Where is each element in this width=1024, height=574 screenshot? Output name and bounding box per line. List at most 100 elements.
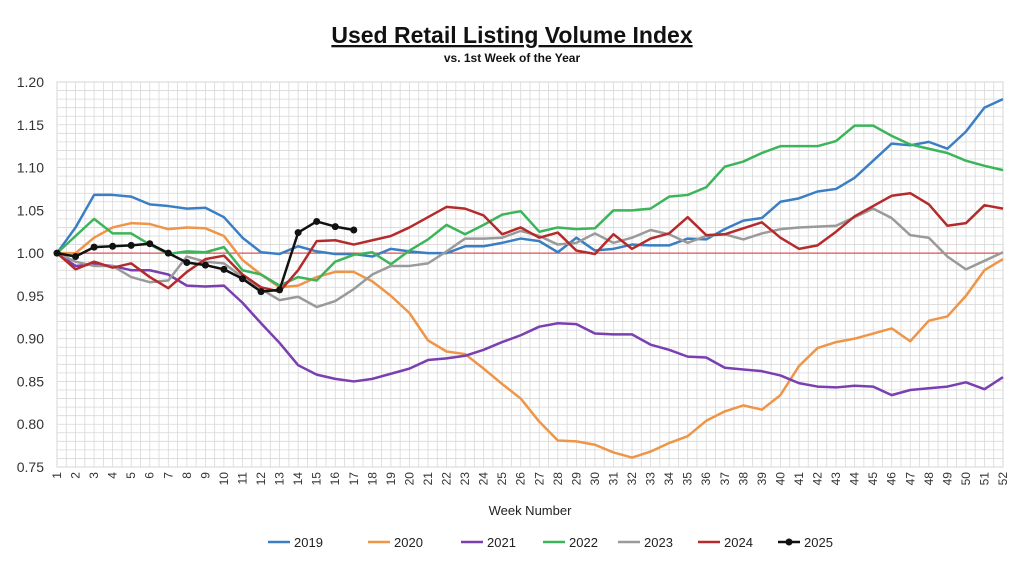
grid <box>56 81 1004 468</box>
x-tick-label: 39 <box>755 472 769 486</box>
x-tick-label: 50 <box>959 472 973 486</box>
x-tick-label: 13 <box>273 472 287 486</box>
series-line-2024 <box>56 191 1004 293</box>
data-point-2025 <box>313 217 321 225</box>
legend-label: 2020 <box>394 535 423 550</box>
x-axis-label: Week Number <box>489 503 573 518</box>
x-tick-label: 6 <box>143 472 157 479</box>
y-tick-label: 0.95 <box>17 288 44 304</box>
x-tick-label: 35 <box>681 472 695 486</box>
x-tick-label: 4 <box>106 472 120 479</box>
data-point-2025 <box>183 259 191 267</box>
x-tick-label: 49 <box>940 472 954 486</box>
x-tick-label: 32 <box>625 472 639 486</box>
data-point-2025 <box>220 265 228 273</box>
x-tick-label: 17 <box>347 472 361 486</box>
data-point-2025 <box>201 261 209 269</box>
x-tick-label: 21 <box>421 472 435 486</box>
x-tick-label: 26 <box>514 472 528 486</box>
x-tick-label: 11 <box>235 472 249 485</box>
legend-label: 2023 <box>644 535 673 550</box>
series-line-2019 <box>55 97 1004 258</box>
x-tick-label: 52 <box>996 472 1010 486</box>
y-tick-label: 0.75 <box>17 459 44 475</box>
data-point-2025 <box>146 240 154 248</box>
x-tick-label: 19 <box>384 472 398 486</box>
y-tick-label: 0.85 <box>17 373 44 389</box>
x-tick-label: 9 <box>198 472 212 479</box>
x-tick-label: 3 <box>87 472 101 479</box>
legend-label: 2021 <box>487 535 516 550</box>
x-tick-label: 7 <box>161 472 175 479</box>
legend-label: 2024 <box>724 535 753 550</box>
x-tick-label: 10 <box>217 472 231 486</box>
data-point-2025 <box>164 249 172 257</box>
y-tick-label: 0.90 <box>17 331 44 347</box>
x-axis: 1 2 3 4 5 6 7 8 9 10 11 12 13 14 15 16 17 18 19 20 21 22 23 24 2… <box>50 472 1010 486</box>
data-point-2025 <box>257 288 265 296</box>
series-lines <box>53 97 1004 459</box>
y-tick-label: 0.80 <box>17 416 44 432</box>
legend-label: 2025 <box>804 535 833 550</box>
data-point-2025 <box>350 226 358 234</box>
x-tick-label: 23 <box>458 472 472 486</box>
data-point-2025 <box>127 241 135 249</box>
y-tick-label: 1.05 <box>17 202 44 218</box>
x-tick-label: 30 <box>588 472 602 486</box>
x-tick-label: 18 <box>365 472 379 486</box>
data-point-2025 <box>109 242 117 250</box>
x-tick-label: 47 <box>903 472 917 486</box>
x-tick-label: 46 <box>885 472 899 486</box>
x-tick-label: 36 <box>699 472 713 486</box>
x-tick-label: 2 <box>69 472 83 479</box>
x-tick-label: 45 <box>866 472 880 486</box>
x-tick-label: 14 <box>291 472 305 486</box>
data-point-2025 <box>238 275 246 283</box>
y-tick-label: 1.15 <box>17 117 44 133</box>
legend-label: 2022 <box>569 535 598 550</box>
y-tick-label: 1.20 <box>17 74 44 90</box>
x-tick-label: 34 <box>662 472 676 486</box>
legend-label: 2019 <box>294 535 323 550</box>
x-tick-label: 37 <box>718 472 732 486</box>
y-tick-label: 1.00 <box>17 245 44 261</box>
data-point-2025 <box>331 223 339 231</box>
x-tick-label: 51 <box>977 472 991 486</box>
x-tick-label: 31 <box>606 472 620 486</box>
x-tick-label: 41 <box>792 472 806 486</box>
x-tick-label: 43 <box>829 472 843 486</box>
chart-subtitle: vs. 1st Week of the Year <box>444 51 581 65</box>
x-tick-label: 8 <box>180 472 194 479</box>
series-line-2021 <box>56 252 1004 397</box>
x-tick-label: 16 <box>328 472 342 486</box>
x-tick-label: 42 <box>811 472 825 486</box>
x-tick-label: 38 <box>736 472 750 486</box>
legend: 2019 2020 2021 2022 2023 2024 2025 <box>268 535 833 550</box>
y-axis: 0.75 0.80 0.85 0.90 0.95 1.00 1.05 1.10 1.15 1.20 <box>17 74 44 475</box>
x-tick-label: 12 <box>254 472 268 486</box>
x-tick-label: 1 <box>50 472 64 479</box>
chart-title: Used Retail Listing Volume Index <box>331 22 692 48</box>
data-point-2025 <box>72 253 80 261</box>
x-tick-label: 20 <box>402 472 416 486</box>
x-tick-label: 24 <box>477 472 491 486</box>
series-line-2022 <box>56 124 1004 287</box>
x-tick-label: 28 <box>551 472 565 486</box>
x-tick-label: 25 <box>495 472 509 486</box>
x-tick-label: 33 <box>644 472 658 486</box>
x-tick-label: 22 <box>440 472 454 486</box>
x-tick-label: 44 <box>848 472 862 486</box>
x-tick-label: 27 <box>532 472 546 486</box>
data-point-2025 <box>276 286 284 294</box>
data-point-2025 <box>90 243 98 251</box>
x-tick-label: 40 <box>773 472 787 486</box>
data-point-2025 <box>294 229 302 237</box>
series-line-2020 <box>57 221 1004 459</box>
data-point-2025 <box>53 249 61 257</box>
x-tick-label: 48 <box>922 472 936 486</box>
legend-marker-2025 <box>785 538 793 546</box>
x-tick-label: 5 <box>124 472 138 479</box>
x-tick-label: 15 <box>310 472 324 486</box>
x-tick-label: 29 <box>569 472 583 486</box>
